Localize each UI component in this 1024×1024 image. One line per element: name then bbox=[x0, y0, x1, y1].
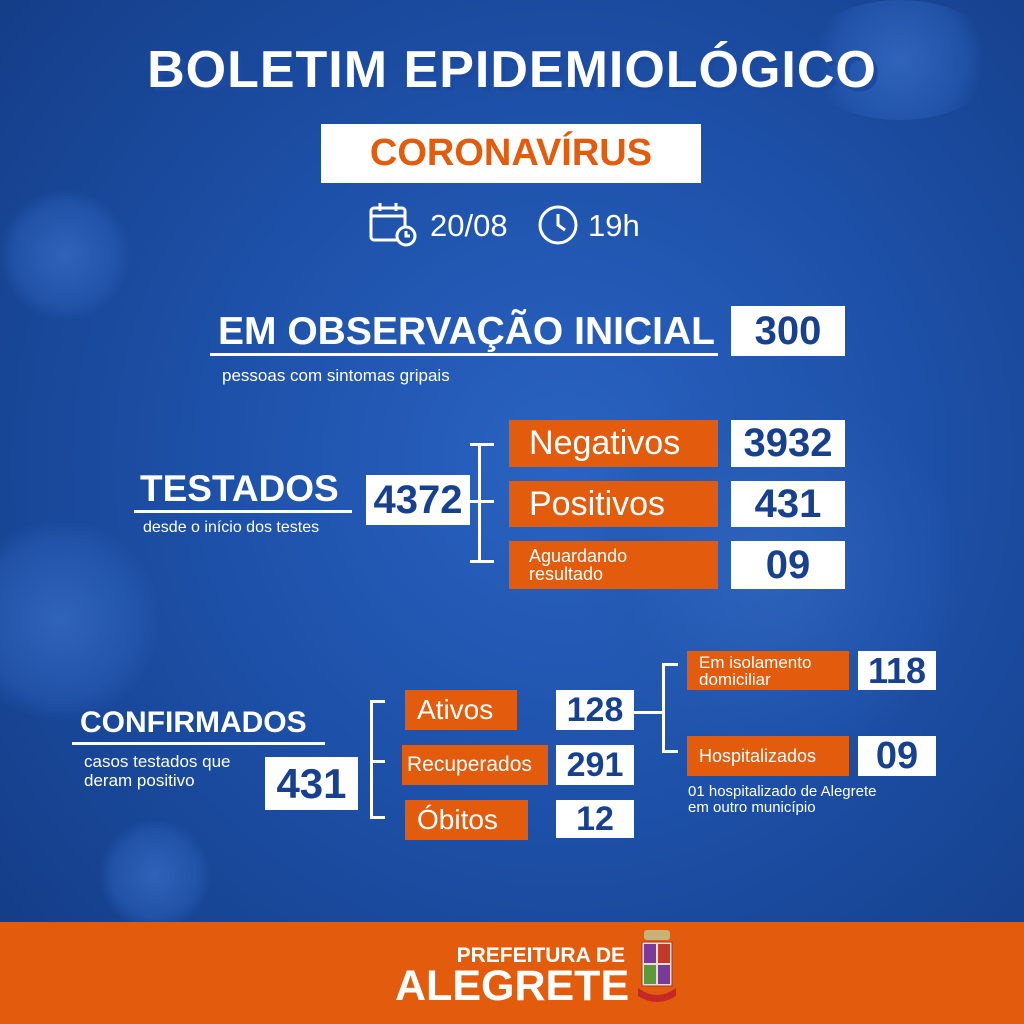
recuperados-value: 291 bbox=[556, 745, 634, 785]
divider bbox=[134, 510, 352, 513]
virus-decoration bbox=[100, 820, 210, 930]
isolamento-value: 118 bbox=[858, 650, 936, 691]
observacao-value: 300 bbox=[731, 306, 845, 356]
positivos-value: 431 bbox=[731, 481, 845, 527]
isolamento-text: Em isolamento domiciliar bbox=[699, 652, 812, 689]
ativos-label: Ativos bbox=[405, 690, 517, 730]
observacao-note: pessoas com sintomas gripais bbox=[222, 366, 450, 385]
bracket bbox=[370, 700, 385, 819]
hospitalizados-value: 09 bbox=[858, 735, 936, 777]
bracket bbox=[470, 443, 494, 563]
aguardando-value: 09 bbox=[731, 541, 845, 589]
recuperados-label: Recuperados bbox=[402, 745, 548, 785]
virus-decoration bbox=[0, 520, 160, 720]
city-crest-logo bbox=[636, 928, 678, 1006]
bracket bbox=[634, 711, 664, 714]
bracket bbox=[370, 760, 385, 763]
bracket bbox=[478, 443, 481, 563]
divider bbox=[210, 353, 718, 356]
footer-line1: PREFEITURA DE bbox=[456, 944, 625, 967]
negativos-label: Negativos bbox=[509, 420, 718, 467]
confirmados-value: 431 bbox=[265, 757, 358, 810]
obitos-value: 12 bbox=[556, 800, 634, 838]
hospital-note-1: 01 hospitalizado de Alegrete bbox=[688, 783, 877, 800]
page-title: BOLETIM EPIDEMIOLÓGICO bbox=[147, 41, 877, 99]
testados-label: TESTADOS bbox=[140, 468, 339, 509]
testados-value: 4372 bbox=[366, 475, 470, 525]
date-text: 20/08 bbox=[430, 208, 508, 243]
obitos-label: Óbitos bbox=[405, 800, 528, 840]
subtitle-box: CORONAVÍRUS bbox=[321, 124, 701, 183]
clock-icon bbox=[537, 204, 579, 246]
bracket bbox=[470, 500, 494, 503]
hospital-note-2: em outro município bbox=[688, 799, 816, 816]
hospitalizados-label: Hospitalizados bbox=[687, 736, 849, 776]
ativos-value: 128 bbox=[556, 690, 634, 730]
virus-decoration bbox=[800, 0, 1000, 120]
aguardando-label: Aguardando resultado bbox=[509, 541, 718, 589]
divider bbox=[72, 742, 325, 745]
footer bbox=[0, 922, 1024, 1024]
calendar-icon bbox=[368, 200, 418, 248]
time-text: 19h bbox=[588, 208, 640, 243]
virus-decoration bbox=[0, 190, 130, 320]
aguardando-text: Aguardando resultado bbox=[529, 546, 628, 584]
confirmados-note-1: casos testados que bbox=[84, 752, 231, 771]
bracket bbox=[662, 663, 678, 753]
testados-note: desde o início dos testes bbox=[143, 519, 320, 536]
confirmados-label: CONFIRMADOS bbox=[80, 706, 307, 739]
footer-line2: ALEGRETE bbox=[395, 962, 630, 1010]
isolamento-label: Em isolamento domiciliar bbox=[687, 651, 849, 690]
confirmados-note-2: deram positivo bbox=[84, 771, 195, 790]
positivos-label: Positivos bbox=[509, 481, 718, 527]
observacao-label: EM OBSERVAÇÃO INICIAL bbox=[218, 310, 715, 353]
negativos-value: 3932 bbox=[731, 420, 845, 467]
